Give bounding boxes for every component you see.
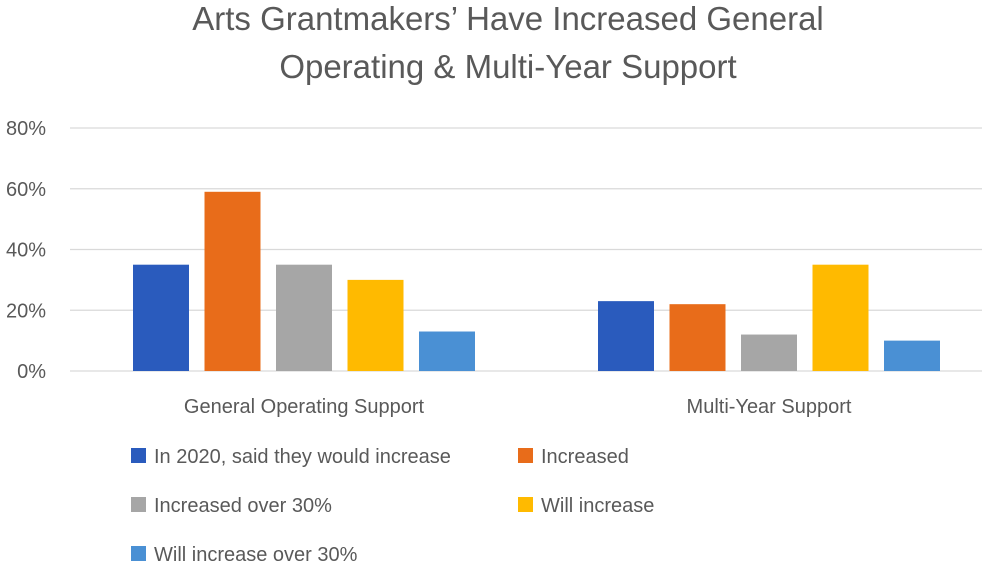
bars	[133, 191, 940, 371]
y-axis-tick-labels: 0% 20% 40% 60% 80%	[6, 118, 46, 383]
bar-0-0	[133, 264, 189, 371]
chart-title-line-2: Operating & Multi-Year Support	[279, 48, 736, 85]
legend-swatch-3	[518, 497, 533, 512]
bar-1-1	[669, 304, 726, 371]
legend-label-0: In 2020, said they would increase	[154, 446, 451, 468]
bar-0-1	[204, 191, 261, 371]
chart-title-line-1: Arts Grantmakers’ Have Increased General	[192, 0, 824, 37]
legend-label-4: Will increase over 30%	[154, 544, 358, 566]
legend-swatch-0	[131, 448, 146, 463]
legend-label-2: Increased over 30%	[154, 495, 332, 517]
y-tick-label: 80%	[6, 118, 46, 140]
bar-0-2	[276, 264, 332, 371]
y-tick-label: 60%	[6, 179, 46, 201]
legend-swatch-1	[518, 448, 533, 463]
x-category-label: Multi-Year Support	[687, 396, 852, 418]
y-tick-label: 0%	[17, 361, 46, 383]
bar-0-3	[347, 279, 404, 371]
legend-label-3: Will increase	[541, 495, 654, 517]
bar-1-3	[812, 264, 869, 371]
y-tick-label: 40%	[6, 240, 46, 262]
x-category-label: General Operating Support	[184, 396, 425, 418]
legend: In 2020, said they would increase Increas…	[131, 446, 654, 566]
bar-1-0	[598, 301, 654, 371]
bar-0-4	[419, 331, 475, 371]
x-axis-category-labels: General Operating Support Multi-Year Supp…	[184, 396, 852, 418]
bar-1-2	[741, 334, 797, 371]
legend-swatch-4	[131, 546, 146, 561]
bar-1-4	[884, 340, 940, 371]
legend-swatch-2	[131, 497, 146, 512]
y-tick-label: 20%	[6, 300, 46, 322]
legend-label-1: Increased	[541, 446, 629, 468]
